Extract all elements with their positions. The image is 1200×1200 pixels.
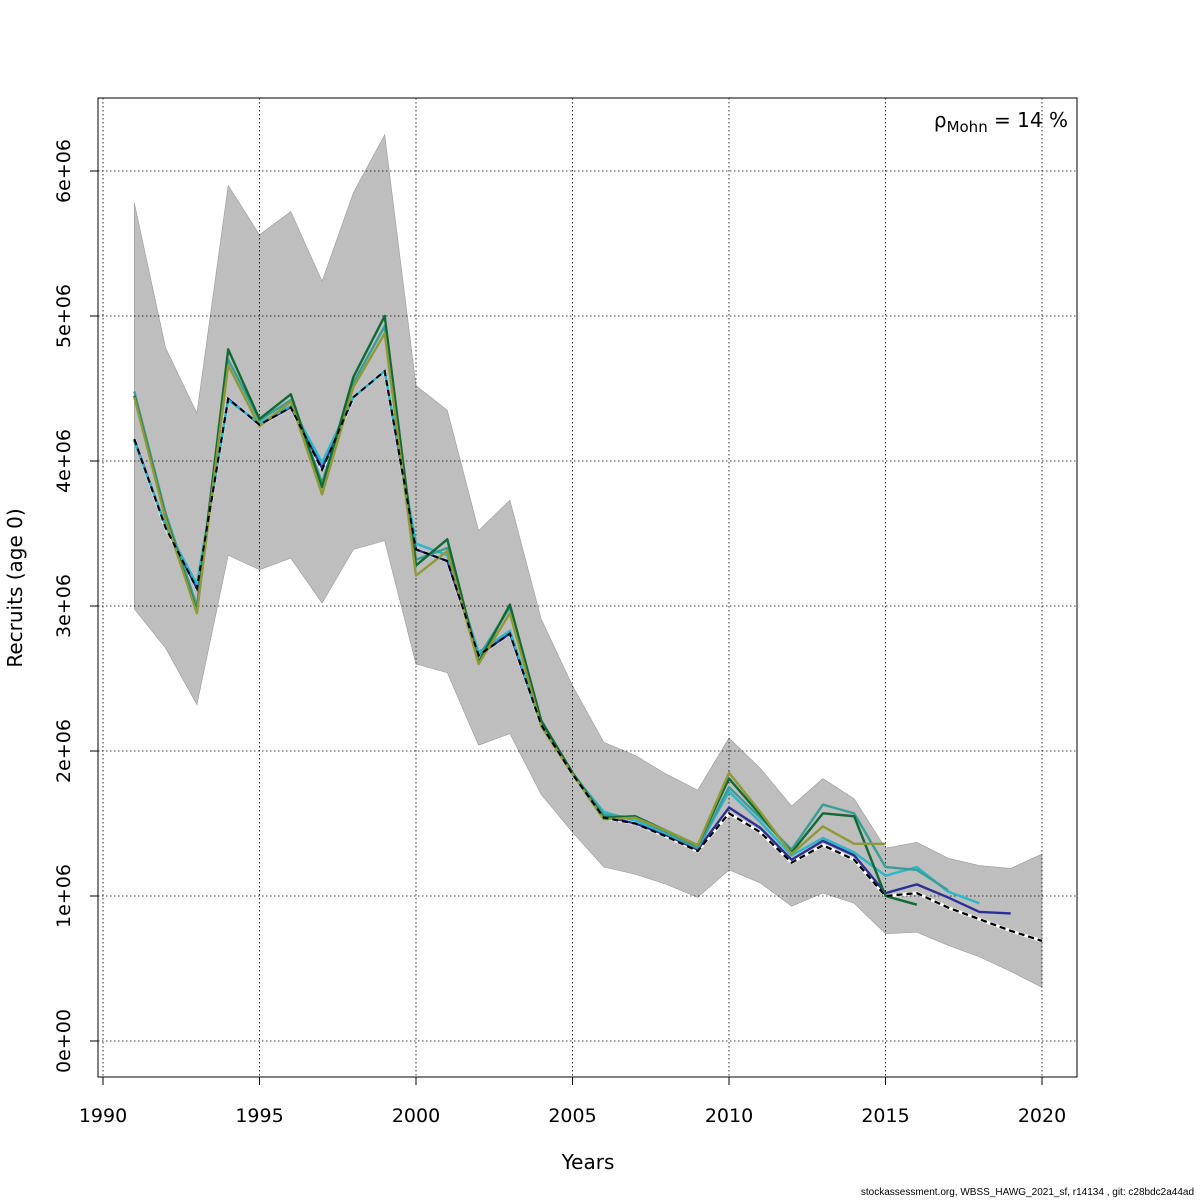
series-layer [132,314,1043,943]
y-tick-label: 1e+06 [53,864,75,928]
x-tick-label: 2010 [705,1105,753,1127]
y-tick-label: 4e+06 [53,429,75,493]
y-tick-label: 6e+06 [53,139,75,203]
x-axis: 1990 1995 2000 2005 2010 2015 2020 [79,1076,1066,1127]
y-tick-label: 3e+06 [53,574,75,638]
series-line-5 [133,332,886,856]
y-tick-label: 5e+06 [53,284,75,348]
confidence-band-layer [134,133,1043,988]
rho-mohn-annotation: ρMohn = 14 % [934,108,1068,136]
x-tick-label: 1995 [235,1105,283,1127]
x-tick-label: 2005 [548,1105,596,1127]
confidence-band [134,133,1043,988]
rho-symbol: ρ [934,108,947,132]
rho-subscript: Mohn [947,118,988,136]
rho-value: = 14 % [988,108,1068,132]
x-tick-label: 1990 [79,1105,127,1127]
y-axis: 0e+00 1e+06 2e+06 3e+06 4e+06 5e+06 6e+06 [53,139,99,1073]
y-tick-label: 2e+06 [53,719,75,783]
x-tick-label: 2015 [861,1105,909,1127]
x-tick-label: 2000 [392,1105,440,1127]
x-axis-label: Years [561,1150,615,1174]
grid-layer [98,98,1077,1077]
y-axis-label: Recruits (age 0) [3,508,27,667]
x-tick-label: 2020 [1018,1105,1066,1127]
y-tick-label: 0e+00 [53,1009,75,1073]
footer-credit: stockassessment.org, WBSS_HAWG_2021_sf, … [860,1187,1194,1198]
reference-series-line [133,369,1043,942]
